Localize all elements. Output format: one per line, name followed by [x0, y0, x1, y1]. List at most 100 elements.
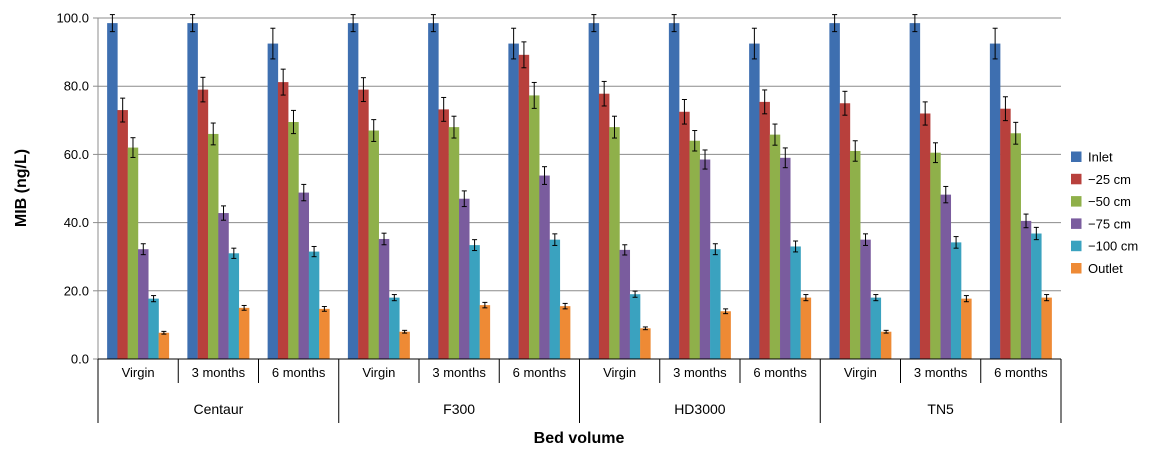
- bar: [459, 198, 470, 359]
- bar: [598, 93, 610, 360]
- axes: 0.0 20.0 40.0 60.0 80.0 100.0 Virgin 3 months 6 …: [56, 11, 1062, 423]
- legend-swatch: [1071, 263, 1082, 274]
- bar: [870, 297, 882, 359]
- bar: [619, 249, 631, 359]
- legend: Inlet −25 cm −50 cm −75 cm −100 cm Outlet: [1071, 150, 1138, 276]
- x-category-label: 6 months: [753, 365, 807, 380]
- bar: [399, 331, 410, 359]
- x-category-label: Virgin: [122, 365, 155, 380]
- bar: [138, 249, 149, 359]
- legend-label: −25 cm: [1088, 172, 1131, 187]
- y-tick-label: 100.0: [56, 11, 89, 26]
- bar: [218, 213, 229, 359]
- bar: [389, 297, 400, 359]
- bar: [629, 294, 641, 359]
- bar: [679, 111, 690, 360]
- bar: [107, 23, 118, 360]
- x-category-label: Virgin: [362, 365, 395, 380]
- bar: [549, 239, 561, 359]
- x-category-label: 6 months: [994, 365, 1048, 380]
- bar: [668, 23, 680, 360]
- bar: [319, 308, 330, 359]
- bar: [347, 23, 359, 360]
- bar: [640, 328, 651, 359]
- bar: [207, 133, 219, 359]
- bar: [849, 150, 861, 359]
- bar: [197, 89, 209, 360]
- x-group-label: Centaur: [193, 401, 243, 417]
- legend-label: −75 cm: [1088, 216, 1131, 231]
- x-category-label: Virgin: [844, 365, 877, 380]
- bar: [469, 245, 480, 359]
- bar: [860, 239, 871, 359]
- y-tick-label: 40.0: [64, 215, 89, 230]
- bar: [919, 113, 931, 359]
- bar: [378, 238, 390, 359]
- x-group-label: F300: [443, 401, 475, 417]
- x-group-label: HD3000: [674, 401, 726, 417]
- bar: [438, 109, 449, 359]
- bar: [759, 101, 770, 360]
- bars: [107, 14, 1052, 360]
- bar: [1010, 133, 1021, 359]
- bar: [950, 242, 962, 359]
- bar: [528, 95, 540, 360]
- bar: [448, 127, 460, 360]
- bar: [909, 23, 921, 360]
- bar: [288, 122, 299, 359]
- bar: [539, 175, 550, 359]
- bar: [1041, 297, 1052, 359]
- bar: [518, 54, 530, 359]
- bar: [829, 23, 840, 360]
- bar: [508, 43, 519, 359]
- x-category-label: Virgin: [603, 365, 636, 380]
- bar: [609, 127, 620, 360]
- bar: [720, 311, 731, 359]
- x-category-label: 3 months: [673, 365, 727, 380]
- bar: [1020, 220, 1032, 359]
- bar: [187, 23, 198, 360]
- bar: [267, 43, 279, 359]
- bar: [790, 246, 801, 359]
- bar: [479, 305, 491, 359]
- legend-label: Outlet: [1088, 261, 1123, 276]
- legend-label: −100 cm: [1088, 239, 1138, 254]
- bar: [839, 103, 851, 359]
- x-category-label: 3 months: [432, 365, 486, 380]
- bar: [961, 298, 972, 359]
- bar: [559, 306, 571, 359]
- legend-swatch: [1071, 151, 1082, 162]
- legend-swatch: [1071, 173, 1082, 185]
- bar: [930, 152, 941, 359]
- x-category-label: 6 months: [513, 365, 567, 380]
- y-tick-label: 80.0: [64, 79, 89, 94]
- x-axis-title: Bed volume: [534, 430, 625, 447]
- bar: [358, 89, 369, 360]
- y-tick-label: 20.0: [64, 283, 89, 298]
- bar: [989, 43, 1001, 359]
- bar: [940, 194, 952, 359]
- bar: [710, 249, 721, 359]
- legend-label: Inlet: [1088, 150, 1113, 165]
- bar: [127, 147, 139, 359]
- bar: [749, 43, 760, 359]
- y-axis-title: MIB (ng/L): [13, 149, 30, 227]
- bar: [769, 134, 781, 359]
- bar: [298, 192, 310, 359]
- bar: [880, 331, 892, 359]
- x-category-label: 3 months: [192, 365, 246, 380]
- y-tick-label: 60.0: [64, 147, 89, 162]
- x-category-label: 6 months: [272, 365, 326, 380]
- bar: [238, 307, 250, 359]
- y-tick-label: 0.0: [71, 352, 89, 367]
- legend-swatch: [1071, 218, 1082, 229]
- bar: [1031, 233, 1042, 359]
- bar: [158, 332, 170, 359]
- legend-label: −50 cm: [1088, 194, 1131, 209]
- bar: [277, 82, 289, 359]
- bar: [368, 130, 379, 359]
- bar: [800, 297, 812, 359]
- bar: [780, 157, 791, 359]
